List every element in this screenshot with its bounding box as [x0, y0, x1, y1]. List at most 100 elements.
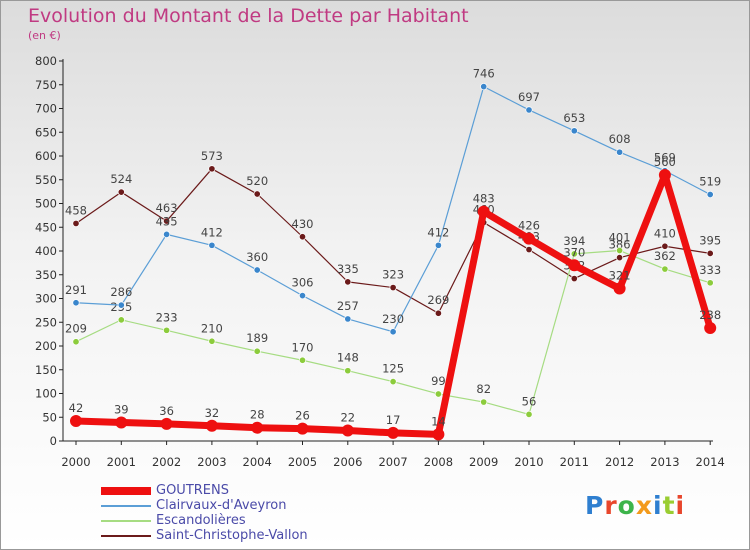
- data-label-clairvaux-d-aveyron: 608: [609, 132, 631, 146]
- data-point-goutrens: [613, 282, 626, 295]
- data-point-goutrens: [568, 259, 581, 272]
- data-label-clairvaux-d-aveyron: 360: [246, 250, 268, 264]
- x-tick-label: 2007: [378, 455, 407, 469]
- data-label-goutrens: 321: [609, 269, 631, 283]
- data-label-goutrens: 42: [69, 401, 84, 415]
- data-point-saint-christophe-vallon: [163, 217, 171, 225]
- y-tick-label: 450: [35, 220, 57, 234]
- data-label-goutrens: 14: [431, 414, 446, 428]
- logo-letter: x: [635, 491, 653, 520]
- data-label-clairvaux-d-aveyron: 412: [427, 225, 449, 239]
- data-point-clairvaux-d-aveyron: [344, 315, 352, 323]
- data-point-goutrens: [296, 422, 309, 435]
- x-tick-label: 2009: [469, 455, 498, 469]
- data-point-saint-christophe-vallon: [706, 249, 714, 257]
- x-tick-label: 2001: [107, 455, 136, 469]
- legend-label: Saint-Christophe-Vallon: [156, 528, 308, 543]
- y-tick-label: 600: [35, 149, 57, 163]
- data-label-escandoli-res: 125: [382, 362, 404, 376]
- data-label-escandoli-res: 401: [609, 231, 631, 245]
- data-label-saint-christophe-vallon: 463: [156, 201, 178, 215]
- data-point-saint-christophe-vallon: [661, 242, 669, 250]
- data-point-clairvaux-d-aveyron: [72, 299, 80, 307]
- x-tick-label: 2004: [243, 455, 272, 469]
- data-point-clairvaux-d-aveyron: [480, 83, 488, 91]
- data-point-escandoli-res: [253, 347, 261, 355]
- data-point-escandoli-res: [434, 390, 442, 398]
- proxiti-logo: Proxiti: [585, 491, 685, 520]
- data-point-goutrens: [432, 428, 445, 441]
- data-point-saint-christophe-vallon: [298, 233, 307, 241]
- data-point-saint-christophe-vallon: [570, 274, 578, 283]
- data-point-escandoli-res: [570, 250, 578, 258]
- data-point-saint-christophe-vallon: [389, 284, 397, 292]
- data-label-escandoli-res: 233: [156, 310, 178, 324]
- y-tick-label: 500: [35, 197, 57, 211]
- data-label-escandoli-res: 394: [563, 234, 585, 248]
- data-label-goutrens: 370: [563, 245, 585, 259]
- data-point-clairvaux-d-aveyron: [389, 328, 397, 336]
- data-point-escandoli-res: [706, 279, 714, 287]
- data-point-escandoli-res: [480, 398, 488, 406]
- data-point-escandoli-res: [389, 378, 397, 386]
- data-point-goutrens: [477, 205, 490, 218]
- y-tick-label: 300: [35, 292, 57, 306]
- y-tick-label: 400: [35, 244, 57, 258]
- data-label-escandoli-res: 210: [201, 321, 223, 335]
- y-tick-label: 200: [35, 339, 57, 353]
- data-label-escandoli-res: 82: [476, 382, 491, 396]
- data-point-escandoli-res: [525, 410, 533, 418]
- y-tick-label: 150: [35, 363, 57, 377]
- data-point-escandoli-res: [344, 367, 352, 375]
- data-label-clairvaux-d-aveyron: 519: [699, 174, 721, 188]
- logo-letter: t: [662, 491, 676, 520]
- data-point-escandoli-res: [298, 356, 307, 364]
- data-point-clairvaux-d-aveyron: [117, 301, 125, 309]
- x-tick-label: 2006: [333, 455, 362, 469]
- data-label-escandoli-res: 148: [337, 351, 359, 365]
- data-label-saint-christophe-vallon: 386: [609, 238, 631, 252]
- x-tick-label: 2014: [696, 455, 725, 469]
- data-point-clairvaux-d-aveyron: [525, 106, 533, 114]
- data-point-saint-christophe-vallon: [117, 188, 125, 196]
- y-tick-label: 750: [35, 78, 57, 92]
- x-tick-label: 2002: [152, 455, 181, 469]
- data-point-clairvaux-d-aveyron: [706, 190, 714, 199]
- x-tick-label: 2008: [424, 455, 453, 469]
- data-label-goutrens: 32: [205, 406, 220, 420]
- data-point-escandoli-res: [163, 326, 171, 334]
- data-point-goutrens: [704, 321, 717, 334]
- data-point-saint-christophe-vallon: [72, 219, 80, 228]
- data-point-goutrens: [160, 417, 173, 430]
- data-label-saint-christophe-vallon: 323: [382, 268, 404, 282]
- data-label-escandoli-res: 170: [292, 340, 314, 354]
- data-point-goutrens: [523, 232, 535, 245]
- data-point-escandoli-res: [661, 265, 669, 273]
- y-tick-label: 350: [35, 268, 57, 282]
- x-tick-label: 2013: [650, 455, 679, 469]
- data-label-goutrens: 36: [159, 404, 174, 418]
- data-point-saint-christophe-vallon: [616, 254, 624, 262]
- data-label-clairvaux-d-aveyron: 653: [563, 111, 585, 125]
- data-label-clairvaux-d-aveyron: 306: [292, 276, 314, 290]
- data-point-goutrens: [115, 416, 128, 429]
- data-point-escandoli-res: [117, 316, 125, 324]
- data-point-clairvaux-d-aveyron: [434, 241, 442, 249]
- data-label-escandoli-res: 362: [654, 249, 676, 263]
- data-label-goutrens: 17: [386, 413, 401, 427]
- data-point-escandoli-res: [72, 338, 80, 346]
- data-label-clairvaux-d-aveyron: 286: [110, 285, 132, 299]
- legend-swatch: [101, 505, 151, 507]
- data-label-escandoli-res: 189: [246, 331, 268, 345]
- data-point-escandoli-res: [616, 246, 624, 255]
- logo-letter: o: [617, 491, 636, 520]
- data-label-goutrens: 483: [473, 192, 495, 206]
- legend-label: Clairvaux-d'Aveyron: [156, 498, 287, 513]
- legend-swatch: [101, 487, 151, 495]
- data-point-escandoli-res: [208, 337, 216, 345]
- logo-letter: P: [585, 491, 605, 520]
- data-label-saint-christophe-vallon: 410: [654, 226, 676, 240]
- logo-letter: r: [604, 491, 618, 520]
